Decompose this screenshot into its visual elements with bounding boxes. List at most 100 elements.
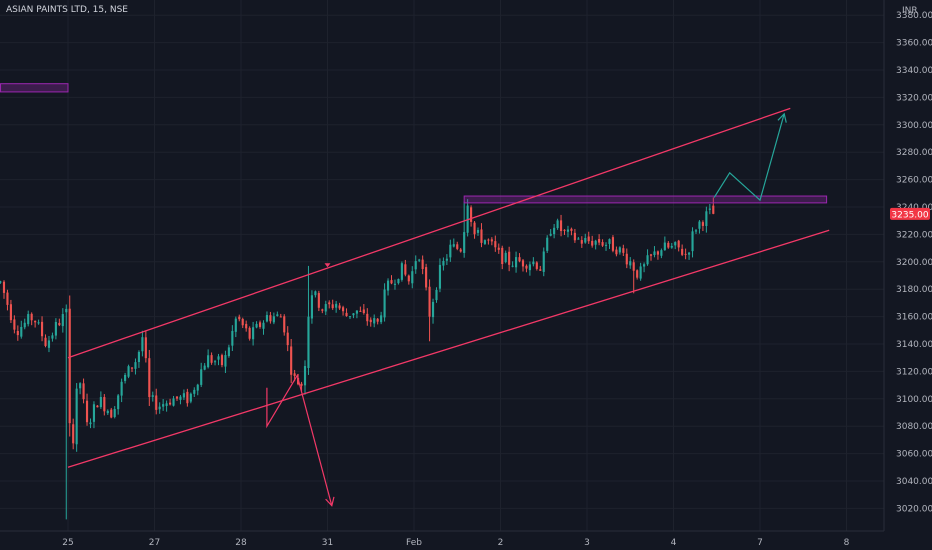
candle-body [16, 330, 19, 336]
candle-up [418, 258, 421, 263]
candle-up [310, 290, 314, 324]
candle-up [511, 261, 514, 268]
y-tick-label: 3160.00 [896, 313, 932, 323]
candle-up [514, 251, 518, 273]
candle-down [490, 237, 493, 246]
candle-up [348, 316, 352, 320]
y-tick-label: 3020.00 [896, 504, 932, 514]
candle-body [120, 381, 123, 396]
candle-body [348, 316, 352, 318]
candle-down [649, 253, 653, 261]
candle-up [65, 304, 68, 520]
x-tick-label: 2 [498, 538, 504, 548]
candle-up [99, 391, 102, 409]
candle-body [553, 227, 556, 235]
candle-body [345, 312, 348, 317]
candle-body [231, 330, 234, 346]
candle-body [404, 264, 407, 275]
candle-body [445, 258, 448, 261]
candle-down [701, 220, 704, 232]
candle-up [189, 392, 192, 404]
candle-down [487, 238, 490, 245]
candle-body [542, 251, 545, 272]
projection-arrow-up [713, 112, 787, 202]
candle-down [321, 308, 324, 314]
candle-up [324, 300, 327, 316]
y-tick-label: 3120.00 [896, 367, 932, 377]
candle-body [556, 220, 559, 229]
candle-up [137, 350, 141, 368]
candle-body [96, 405, 99, 408]
candle-body [155, 395, 158, 410]
candle-body [162, 404, 165, 407]
candle-body [220, 355, 224, 366]
x-tick-label: 7 [757, 538, 763, 548]
y-tick-label: 3060.00 [896, 450, 932, 460]
candle-up [151, 391, 154, 402]
y-tick-label: 3320.00 [896, 93, 932, 103]
candle-down [508, 246, 511, 272]
candle-up [643, 262, 646, 273]
candle-down [44, 334, 47, 348]
candle-up [553, 223, 556, 239]
candle-body [584, 238, 587, 243]
y-tick-label: 3200.00 [896, 258, 932, 268]
candle-up [224, 350, 227, 374]
candle-up [262, 320, 265, 335]
candle-up [89, 418, 92, 429]
candle-down [317, 290, 320, 312]
candle-up [234, 316, 237, 338]
candle-body [698, 221, 701, 229]
candle-up [542, 247, 545, 277]
candle-up [549, 229, 552, 237]
candle-up [528, 261, 531, 276]
candle-body [473, 222, 476, 235]
candle-up [303, 360, 307, 395]
candle-down [712, 197, 715, 215]
candle-body [283, 316, 286, 333]
candle-down [521, 259, 525, 272]
candle-body [546, 237, 549, 251]
candle-down [210, 352, 213, 365]
candle-up [393, 279, 397, 290]
candle-body [470, 207, 473, 222]
candle-down [366, 308, 369, 326]
candle-up [0, 280, 2, 284]
candle-up [307, 265, 310, 375]
candle-body [172, 398, 175, 406]
candle-body [134, 362, 137, 369]
candle-up [670, 242, 673, 249]
candle-up [663, 236, 666, 251]
candle-body [487, 239, 490, 241]
candle-body [705, 211, 708, 227]
candle-down [345, 308, 348, 317]
candle-up [431, 298, 435, 324]
candle-body [262, 322, 265, 329]
candle-body [54, 321, 57, 336]
candle-down [677, 239, 680, 252]
candle-body [366, 313, 369, 322]
candle-up [61, 308, 64, 333]
candle-body [310, 295, 314, 319]
candle-body [418, 259, 421, 261]
candle-up [207, 349, 210, 369]
candle-up [435, 287, 438, 303]
candle-body [168, 402, 172, 405]
candle-body [200, 369, 203, 385]
candle-body [186, 391, 189, 404]
candle-body [518, 257, 521, 262]
marker-triangle [324, 263, 331, 268]
candle-body [141, 337, 144, 352]
candle-down [591, 235, 594, 248]
candle-body [124, 374, 127, 381]
candle-up [698, 220, 701, 234]
time-axis-panel [0, 531, 932, 550]
candle-down [130, 367, 134, 373]
candle-up [227, 344, 230, 358]
candle-body [400, 263, 403, 280]
candle-body [137, 351, 141, 363]
candle-body [89, 422, 92, 425]
candle-body [44, 337, 47, 346]
